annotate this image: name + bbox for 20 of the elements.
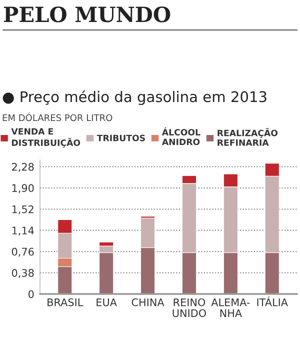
legend-label: REALIZAÇÃO REFINARIA [218, 128, 278, 146]
y-tick-label: 0,76 [12, 248, 34, 257]
y-tick-label: 0,38 [12, 269, 34, 278]
y-tick-label: 1,52 [12, 205, 34, 214]
legend-label: ÁLCOOL ANIDRO [162, 127, 200, 146]
legend-label: TRIBUTOS [96, 134, 145, 142]
x-tick-label: ITÁLIA [257, 296, 288, 306]
y-tick-label: 2,28 [12, 162, 34, 172]
y-tick-label: 1,14 [12, 226, 34, 236]
x-tick-label: CHINA [132, 298, 164, 306]
x-tick-label: EUA [96, 298, 117, 306]
x-tick-label: REINO UNIDO [172, 298, 206, 318]
y-tick-label: 1,90 [12, 184, 34, 194]
y-tick-label: 0 [28, 290, 34, 298]
x-tick-label: BRASIL [48, 298, 84, 306]
y-axis-title: EM DÓLARES POR LITRO [2, 112, 112, 122]
chart-subtitle: ● Preço médio da gasolina em 2013 [2, 90, 266, 106]
chart-title: PELO MUNDO [4, 6, 170, 22]
legend-label: VENDA E DISTRIBUIÇÃO [11, 128, 80, 148]
x-tick-label: ALEMA- NHA [211, 298, 250, 317]
